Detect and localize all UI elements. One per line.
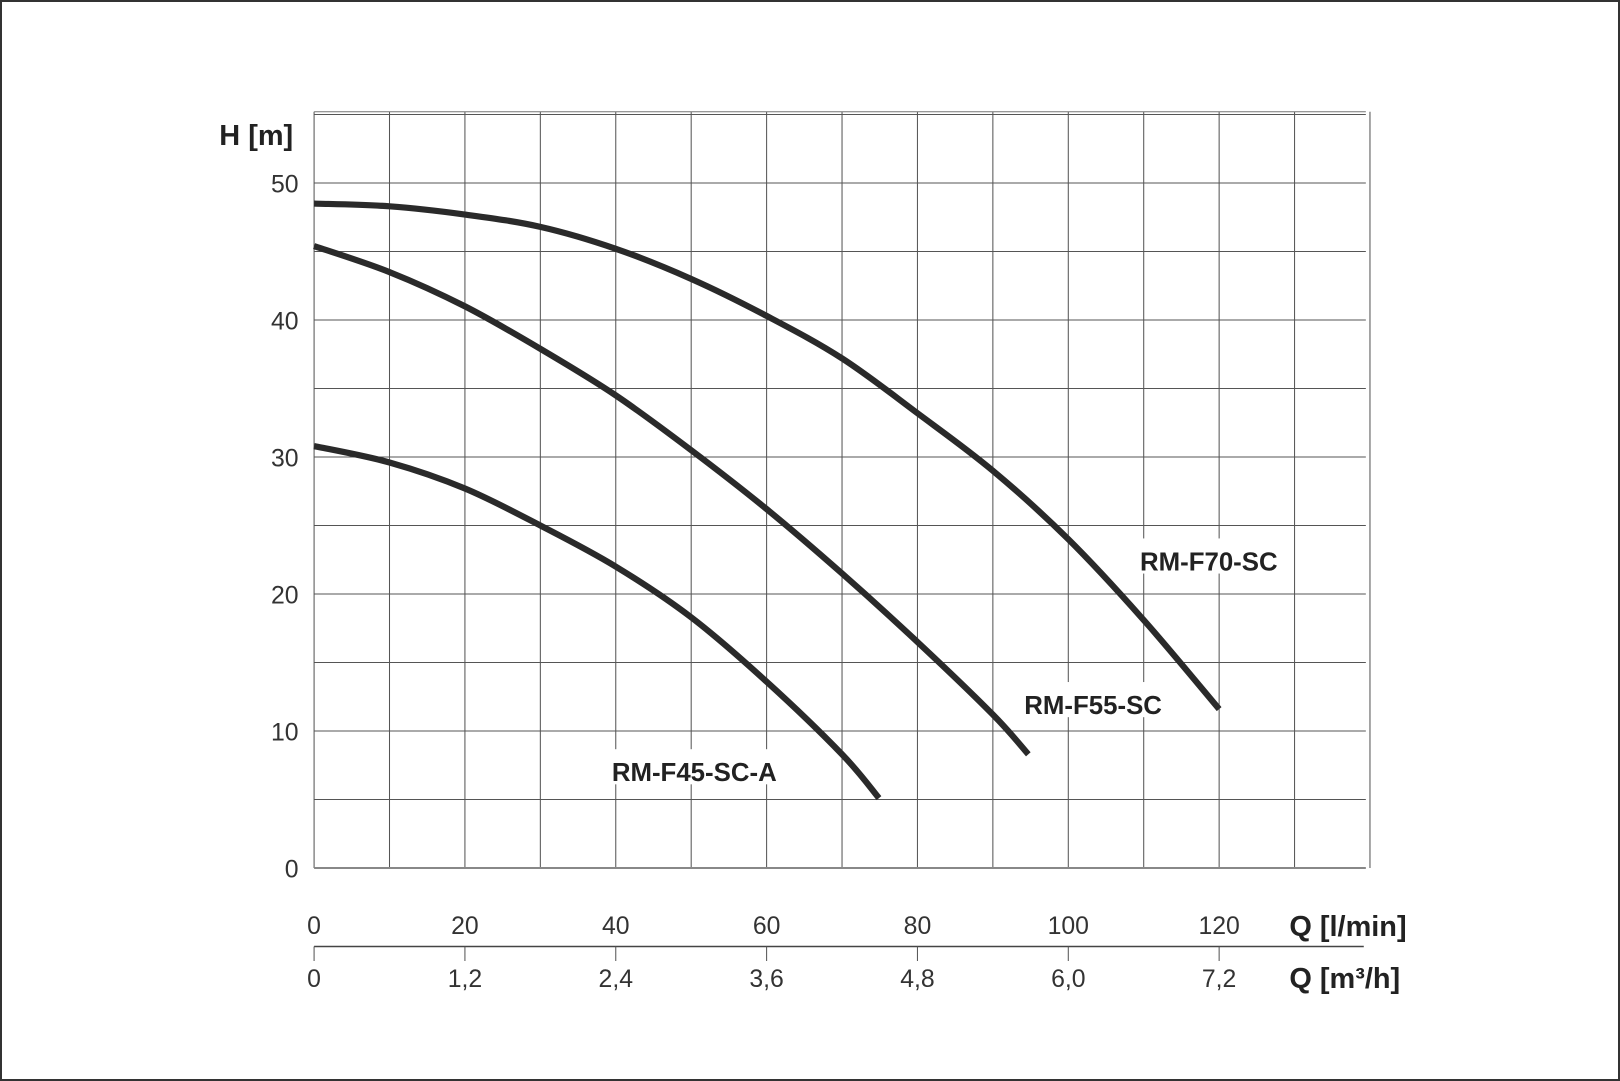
series-label-background — [1135, 538, 1282, 574]
x-tick-label: 100 — [1048, 913, 1089, 940]
x-tick-label: 60 — [753, 913, 781, 940]
x-tick-label: 120 — [1198, 913, 1239, 940]
x-secondary-tick-label: 1,2 — [448, 966, 482, 993]
y-tick-label: 10 — [271, 719, 299, 746]
series-label-background — [605, 749, 783, 785]
x-tick-label: 0 — [307, 913, 321, 940]
x-secondary-tick-label: 7,2 — [1202, 966, 1236, 993]
y-tick-label: 0 — [285, 856, 299, 883]
x-secondary-tick-label: 4,8 — [900, 966, 934, 993]
series-label: RM-F70-SC — [1140, 548, 1278, 576]
series-label: RM-F45-SC-A — [612, 759, 777, 787]
x-tick-label: 20 — [451, 913, 479, 940]
y-tick-label: 50 — [271, 171, 299, 198]
tick-labels: 0 10 20 30 40 50 0 20 40 60 80 100 120 0 1,2 2,4 3,6 4,8 6… — [271, 171, 1240, 993]
grid — [313, 111, 1371, 961]
x-secondary-tick-label: 2,4 — [599, 966, 634, 993]
x-axis-secondary-title: Q [m³/h] — [1289, 963, 1400, 995]
series-line — [313, 243, 1031, 757]
y-tick-label: 30 — [271, 445, 299, 472]
series-line — [313, 200, 1222, 712]
x-secondary-tick-label: 0 — [307, 966, 321, 993]
x-tick-label: 80 — [904, 913, 932, 940]
y-tick-label: 40 — [271, 308, 299, 335]
x-tick-label: 40 — [602, 913, 630, 940]
series-label-background — [1020, 682, 1166, 718]
x-secondary-tick-label: 6,0 — [1051, 966, 1085, 993]
x-secondary-tick-label: 3,6 — [749, 966, 783, 993]
y-tick-label: 20 — [271, 582, 299, 609]
series-label: RM-F55-SC — [1024, 692, 1162, 720]
series-labels: RM-F70-SC RM-F55-SC RM-F45-SC-A — [605, 538, 1282, 787]
series-line — [313, 443, 882, 801]
series-lines — [313, 200, 1222, 801]
y-axis-title: H [m] — [219, 120, 293, 152]
x-axis-title: Q [l/min] — [1289, 911, 1406, 943]
